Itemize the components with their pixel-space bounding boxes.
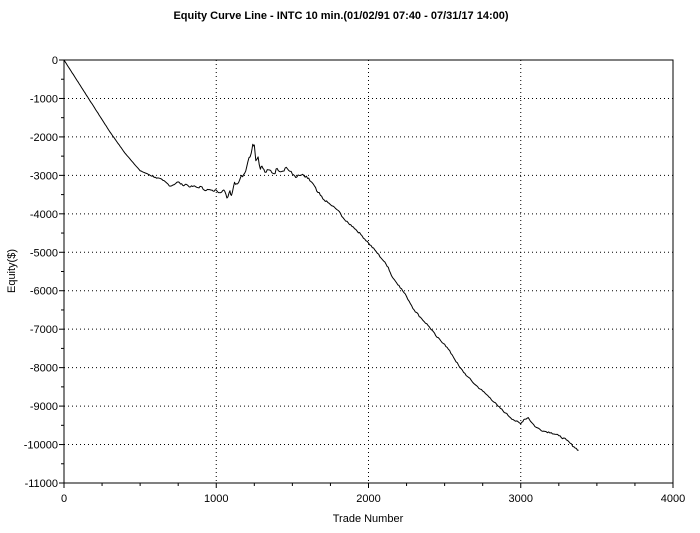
plot-area-frame	[63, 59, 674, 484]
y-tick-label: 0	[52, 55, 58, 67]
y-tick-label: -9000	[30, 401, 58, 413]
equity-curve-line	[63, 59, 579, 451]
grid-lines	[64, 60, 673, 483]
y-tick-label: -7000	[30, 324, 58, 336]
x-tick-label: 2000	[356, 493, 380, 505]
axis-ticks	[59, 59, 674, 488]
chart-title: Equity Curve Line - INTC 10 min.(01/02/9…	[173, 10, 508, 22]
y-tick-label: -1000	[30, 93, 58, 105]
y-tick-labels: 0 -1000 -2000 -3000 -4000 -5000 -6000 -7000 -800…	[24, 55, 58, 490]
y-tick-label: -5000	[30, 247, 58, 259]
y-axis-label: Equity($)	[6, 249, 18, 293]
x-tick-label: 0	[61, 493, 67, 505]
y-tick-label: -8000	[30, 363, 58, 375]
y-tick-label: -10000	[24, 440, 58, 452]
x-tick-label: 4000	[661, 493, 685, 505]
y-tick-label: -2000	[30, 132, 58, 144]
x-axis-label: Trade Number	[333, 513, 404, 525]
y-tick-label: -11000	[25, 478, 58, 490]
x-tick-labels: 0 1000 2000 3000 4000	[61, 493, 685, 505]
y-tick-label: -4000	[30, 209, 58, 221]
series-group	[63, 59, 579, 451]
x-tick-label: 3000	[509, 493, 533, 505]
y-tick-label: -6000	[30, 286, 58, 298]
x-tick-label: 1000	[204, 493, 228, 505]
y-tick-label: -3000	[30, 170, 58, 182]
